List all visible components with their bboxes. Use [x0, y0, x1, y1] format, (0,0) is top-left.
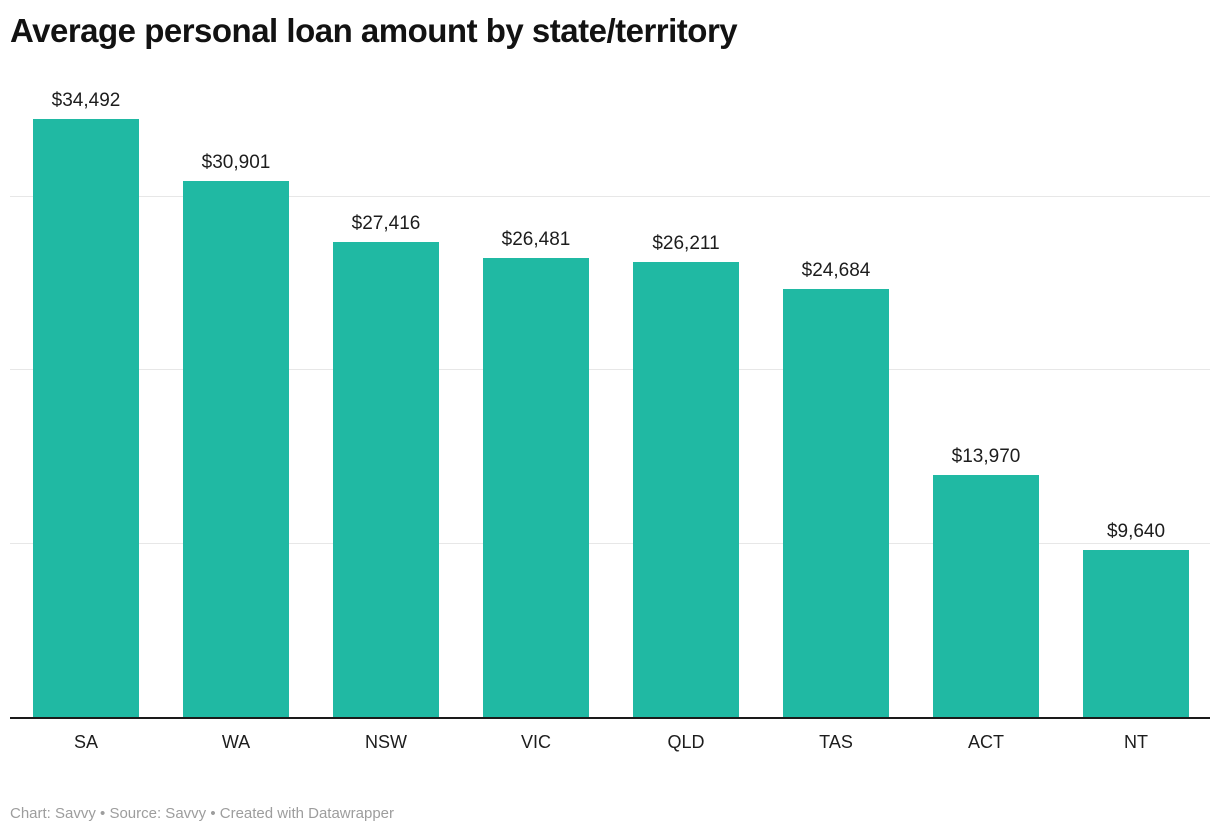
x-axis-baseline	[10, 717, 1210, 719]
bar-value-label: $27,416	[351, 212, 421, 234]
bar-value-label: $13,970	[951, 446, 1021, 468]
x-tick-label-act: ACT	[968, 732, 1004, 752]
gridline-10000	[10, 543, 1210, 545]
bar-nsw: $27,416	[333, 214, 439, 718]
x-tick-label-nt: NT	[1124, 732, 1148, 752]
x-tick-label-sa: SA	[73, 732, 98, 752]
bar-value-label: $9,640	[1106, 521, 1166, 543]
bar-act: $13,970	[933, 447, 1039, 718]
gridline-20000	[10, 369, 1210, 371]
bar-value-label: $26,481	[501, 228, 571, 250]
bar-value-label: $26,211	[652, 233, 720, 255]
chart-title: Average personal loan amount by state/te…	[10, 12, 738, 49]
x-tick-label-wa: WA	[221, 732, 251, 752]
x-tick-label-nsw: NSW	[365, 732, 407, 752]
bar-value-label: $34,492	[51, 89, 121, 111]
x-tick-label-qld: QLD	[667, 732, 705, 752]
x-tick-label-tas: TAS	[819, 732, 853, 752]
bar-vic: $26,481	[483, 230, 589, 718]
bar-sa: $34,492	[33, 91, 139, 718]
bar-nt: $9,640	[1083, 522, 1189, 718]
plot-area: $34,492 $30,901 $27,416 $26,481 $26,211 $24,6…	[10, 90, 1210, 718]
footer-attribution: Chart: Savvy • Source: Savvy • Created w…	[10, 805, 394, 822]
bar-value-label: $30,901	[201, 151, 271, 173]
x-tick-label-vic: VIC	[520, 732, 551, 752]
bar-qld: $26,211	[633, 234, 739, 718]
bar-wa: $30,901	[183, 153, 289, 718]
x-axis-labels: SA WA NSW VIC QLD TAS ACT NT	[10, 730, 1210, 754]
bar-value-label: $24,684	[801, 260, 871, 281]
bar-tas: $24,684	[783, 261, 889, 718]
gridline-30000	[10, 195, 1210, 197]
